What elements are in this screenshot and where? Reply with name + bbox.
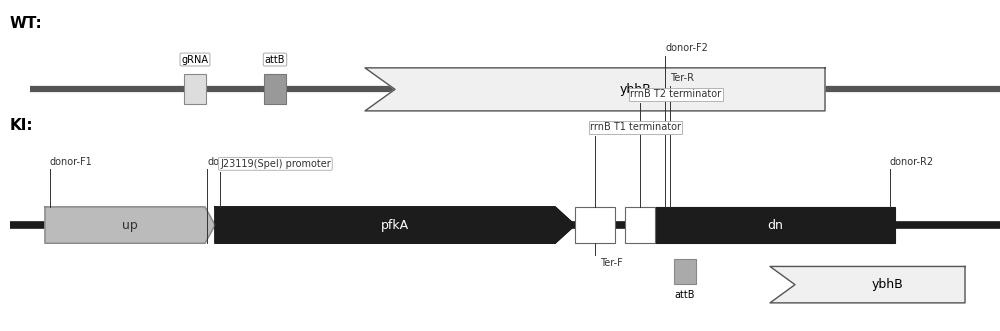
Bar (575, 207, 615, 243)
Text: donor-R1: donor-R1 (207, 157, 251, 167)
Text: J23119(SpeI) promoter: J23119(SpeI) promoter (220, 159, 331, 169)
Bar (264, 74, 286, 104)
Text: up: up (122, 218, 138, 232)
Text: ybhB: ybhB (619, 83, 651, 96)
Text: KI:: KI: (10, 118, 34, 133)
Polygon shape (365, 68, 825, 111)
Polygon shape (215, 207, 575, 243)
Text: gRNA: gRNA (182, 55, 208, 65)
Text: rrnB T2 terminator: rrnB T2 terminator (630, 89, 721, 99)
Text: ybhB: ybhB (872, 278, 903, 291)
Bar (674, 259, 696, 284)
Text: attB: attB (675, 291, 695, 301)
Text: donor-R2: donor-R2 (890, 157, 934, 167)
Bar (184, 74, 206, 104)
Text: attB: attB (265, 55, 285, 65)
Polygon shape (45, 207, 215, 243)
Text: donor-F1: donor-F1 (50, 157, 93, 167)
Bar (655, 207, 895, 243)
Text: rrnB T1 terminator: rrnB T1 terminator (590, 122, 681, 132)
Text: dn: dn (767, 218, 783, 232)
Polygon shape (770, 266, 965, 303)
Bar (625, 207, 655, 243)
Text: Ter-F: Ter-F (600, 258, 623, 268)
Text: WT:: WT: (10, 16, 43, 31)
Text: pfkA: pfkA (381, 218, 409, 232)
Text: Ter-R: Ter-R (670, 73, 694, 83)
Text: donor-F2: donor-F2 (665, 43, 708, 53)
